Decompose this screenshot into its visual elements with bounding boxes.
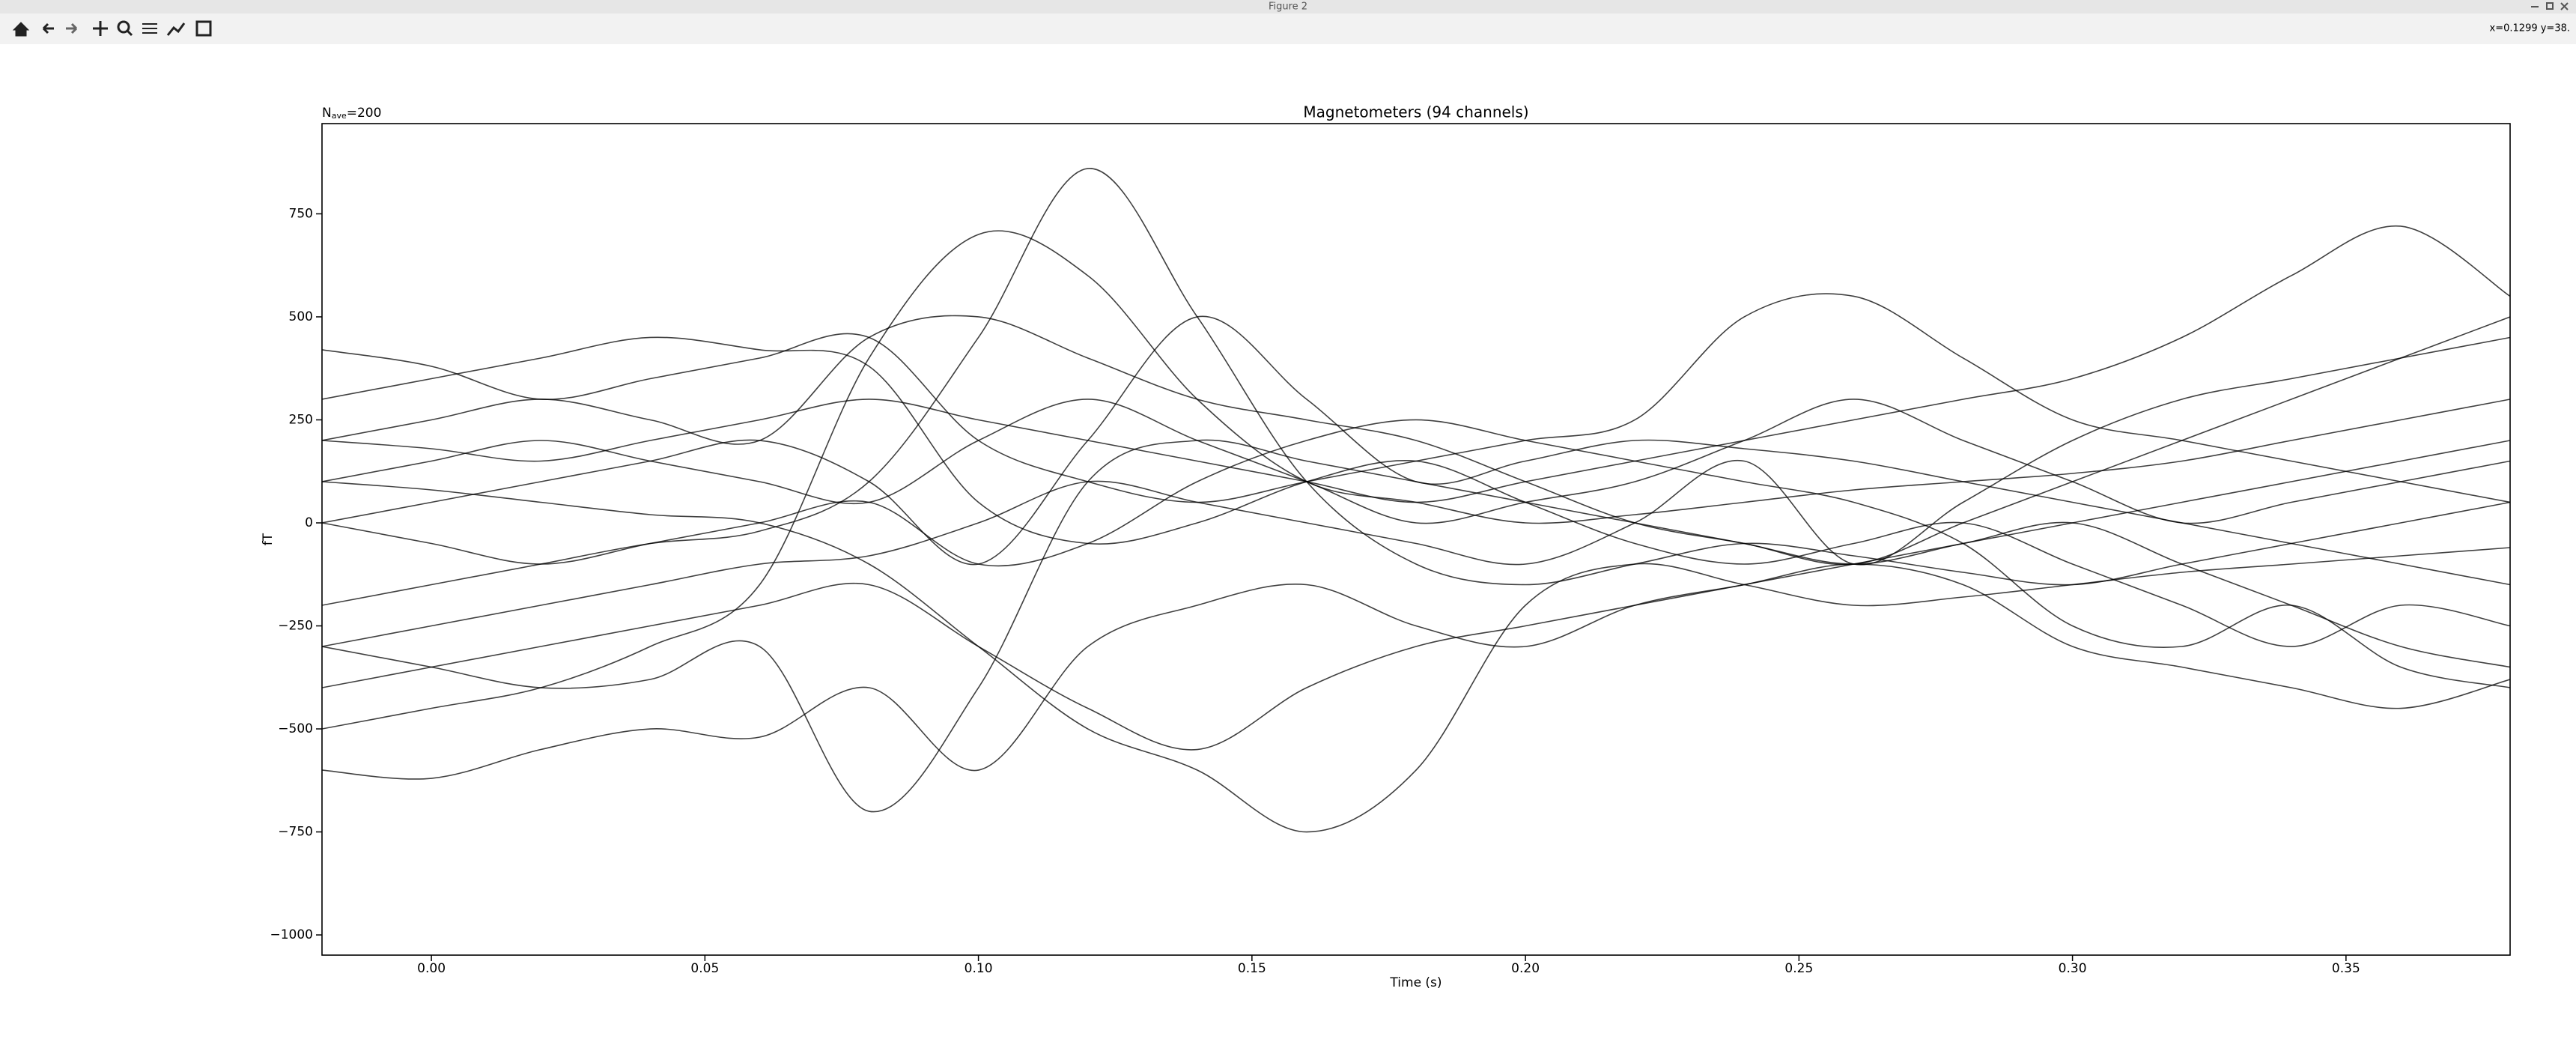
y-axis-label: fT	[261, 533, 276, 545]
channel-trace	[322, 399, 2510, 524]
y-tick-label: 750	[289, 206, 313, 221]
x-tick-label: 0.15	[1238, 961, 1266, 976]
configure-button[interactable]	[142, 23, 157, 34]
y-tick-label: 500	[289, 309, 313, 324]
channel-trace	[322, 315, 2510, 586]
nave-annotation: Nave=200	[322, 106, 381, 121]
x-tick-label: 0.05	[690, 961, 719, 976]
nave-suffix: =200	[347, 106, 382, 121]
x-tick-label: 0.30	[2059, 961, 2087, 976]
window-controls[interactable]	[2531, 2, 2569, 10]
channel-trace	[322, 336, 2510, 647]
channel-trace	[322, 563, 2510, 780]
channel-trace	[322, 481, 2510, 833]
pan-button[interactable]	[93, 21, 108, 36]
channel-trace	[322, 521, 2510, 751]
zoom-button[interactable]	[117, 20, 133, 37]
x-tick-label: 0.20	[1511, 961, 1540, 976]
y-tick-label: −750	[278, 825, 313, 840]
axes-frame	[321, 123, 2511, 956]
nave-subscript: ave	[332, 111, 347, 121]
channel-trace	[322, 293, 2510, 503]
forward-button[interactable]	[66, 22, 78, 34]
chart-title: Magnetometers (94 channels)	[1303, 103, 1528, 121]
axes-button[interactable]	[166, 22, 186, 36]
channel-trace	[322, 315, 2510, 566]
x-axis-label: Time (s)	[1389, 975, 1442, 990]
x-tick-label: 0.25	[1784, 961, 1813, 976]
y-tick-label: −1000	[270, 927, 313, 942]
x-tick-label: 0.35	[2332, 961, 2360, 976]
toolbar-icons	[12, 20, 212, 37]
plot: Magnetometers (94 channels) Nave=200 Tim…	[261, 103, 2511, 990]
y-tick-label: 0	[305, 515, 313, 530]
back-button[interactable]	[42, 22, 54, 34]
channel-trace	[322, 336, 2510, 647]
title-bar	[0, 0, 2576, 13]
channel-trace	[322, 168, 2510, 606]
cursor-coordinates: x=0.1299 y=38.	[2490, 23, 2570, 34]
x-tick-label: 0.00	[417, 961, 446, 976]
y-tick-label: 250	[289, 412, 313, 427]
y-tick-label: −500	[278, 721, 313, 736]
y-tick-label: −250	[278, 619, 313, 634]
channel-trace	[322, 225, 2510, 503]
toolbar	[0, 13, 2576, 44]
nave-prefix: N	[322, 106, 332, 121]
channel-trace	[322, 419, 2510, 688]
window-title: Figure 2	[1269, 1, 1307, 13]
channel-trace	[322, 230, 2510, 730]
save-button[interactable]	[195, 20, 212, 37]
x-tick-label: 0.10	[965, 961, 993, 976]
home-button[interactable]	[12, 22, 30, 37]
